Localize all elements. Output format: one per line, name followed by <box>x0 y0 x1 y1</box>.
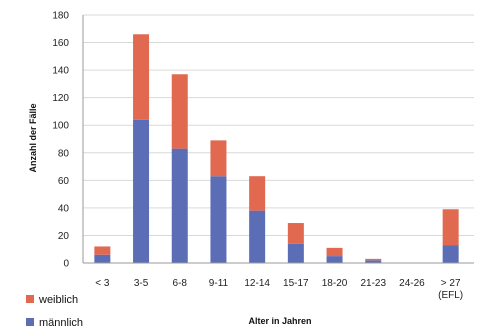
x-tick-label: 12-14 <box>244 278 270 289</box>
x-tick-label: 3-5 <box>134 278 149 289</box>
bar-weiblich-5 <box>287 223 304 244</box>
bar-maennlich-1 <box>133 119 150 263</box>
x-tick-label: < 3 <box>95 278 110 289</box>
legend-swatch-weiblich <box>26 295 34 303</box>
x-tick-labels: < 3 3-5 6-8 9-11 12-14 15-17 18-20 21-23 24-26 > … <box>95 278 463 301</box>
y-tick-label: 60 <box>58 176 70 187</box>
bar-weiblich-7 <box>365 258 382 261</box>
x-tick-label: 15-17 <box>283 278 309 289</box>
bar-weiblich-0 <box>94 246 111 255</box>
bar-weiblich-3 <box>210 140 227 177</box>
y-tick-label: 140 <box>52 66 69 77</box>
bar-weiblich-6 <box>326 247 343 257</box>
y-tick-label: 20 <box>58 231 70 242</box>
legend-swatch-männlich <box>26 318 34 326</box>
bar-maennlich-4 <box>249 210 266 263</box>
bar-maennlich-9 <box>442 245 459 263</box>
bar-weiblich-1 <box>133 34 150 120</box>
x-axis-title: Alter in Jahren <box>248 316 311 326</box>
legend: weiblich männlich <box>26 294 83 329</box>
x-tick-sublabel: (EFL) <box>438 290 463 301</box>
bar-maennlich-7 <box>365 260 382 263</box>
axes <box>82 15 474 264</box>
y-tick-label: 160 <box>52 38 69 49</box>
bar-weiblich-2 <box>171 74 188 149</box>
x-tick-label: 9-11 <box>209 278 229 289</box>
legend-label-weiblich: weiblich <box>38 294 78 306</box>
y-tick-label: 0 <box>63 259 69 270</box>
y-axis-title: Anzahl der Fälle <box>28 103 38 172</box>
y-tick-label: 120 <box>52 93 69 104</box>
y-tick-labels: 0 20 40 60 80 100 120 140 160 180 <box>52 11 69 270</box>
x-tick-label: 18-20 <box>322 278 348 289</box>
bar-maennlich-2 <box>171 148 188 263</box>
bar-weiblich-4 <box>249 176 266 211</box>
legend-label-männlich: männlich <box>39 317 83 329</box>
x-tick-label: > 27 <box>441 278 461 289</box>
bar-maennlich-0 <box>94 254 111 263</box>
y-tick-label: 80 <box>58 148 70 159</box>
bar-weiblich-9 <box>442 209 459 246</box>
x-tick-label: 24-26 <box>399 278 425 289</box>
y-tick-label: 40 <box>58 203 70 214</box>
bar-maennlich-5 <box>287 243 304 263</box>
bars <box>94 34 459 263</box>
x-tick-label: 6-8 <box>173 278 188 289</box>
x-tick-label: 21-23 <box>360 278 386 289</box>
y-tick-label: 100 <box>52 121 69 132</box>
bar-maennlich-6 <box>326 256 343 263</box>
y-tick-label: 180 <box>52 11 69 22</box>
bar-maennlich-3 <box>210 176 227 263</box>
